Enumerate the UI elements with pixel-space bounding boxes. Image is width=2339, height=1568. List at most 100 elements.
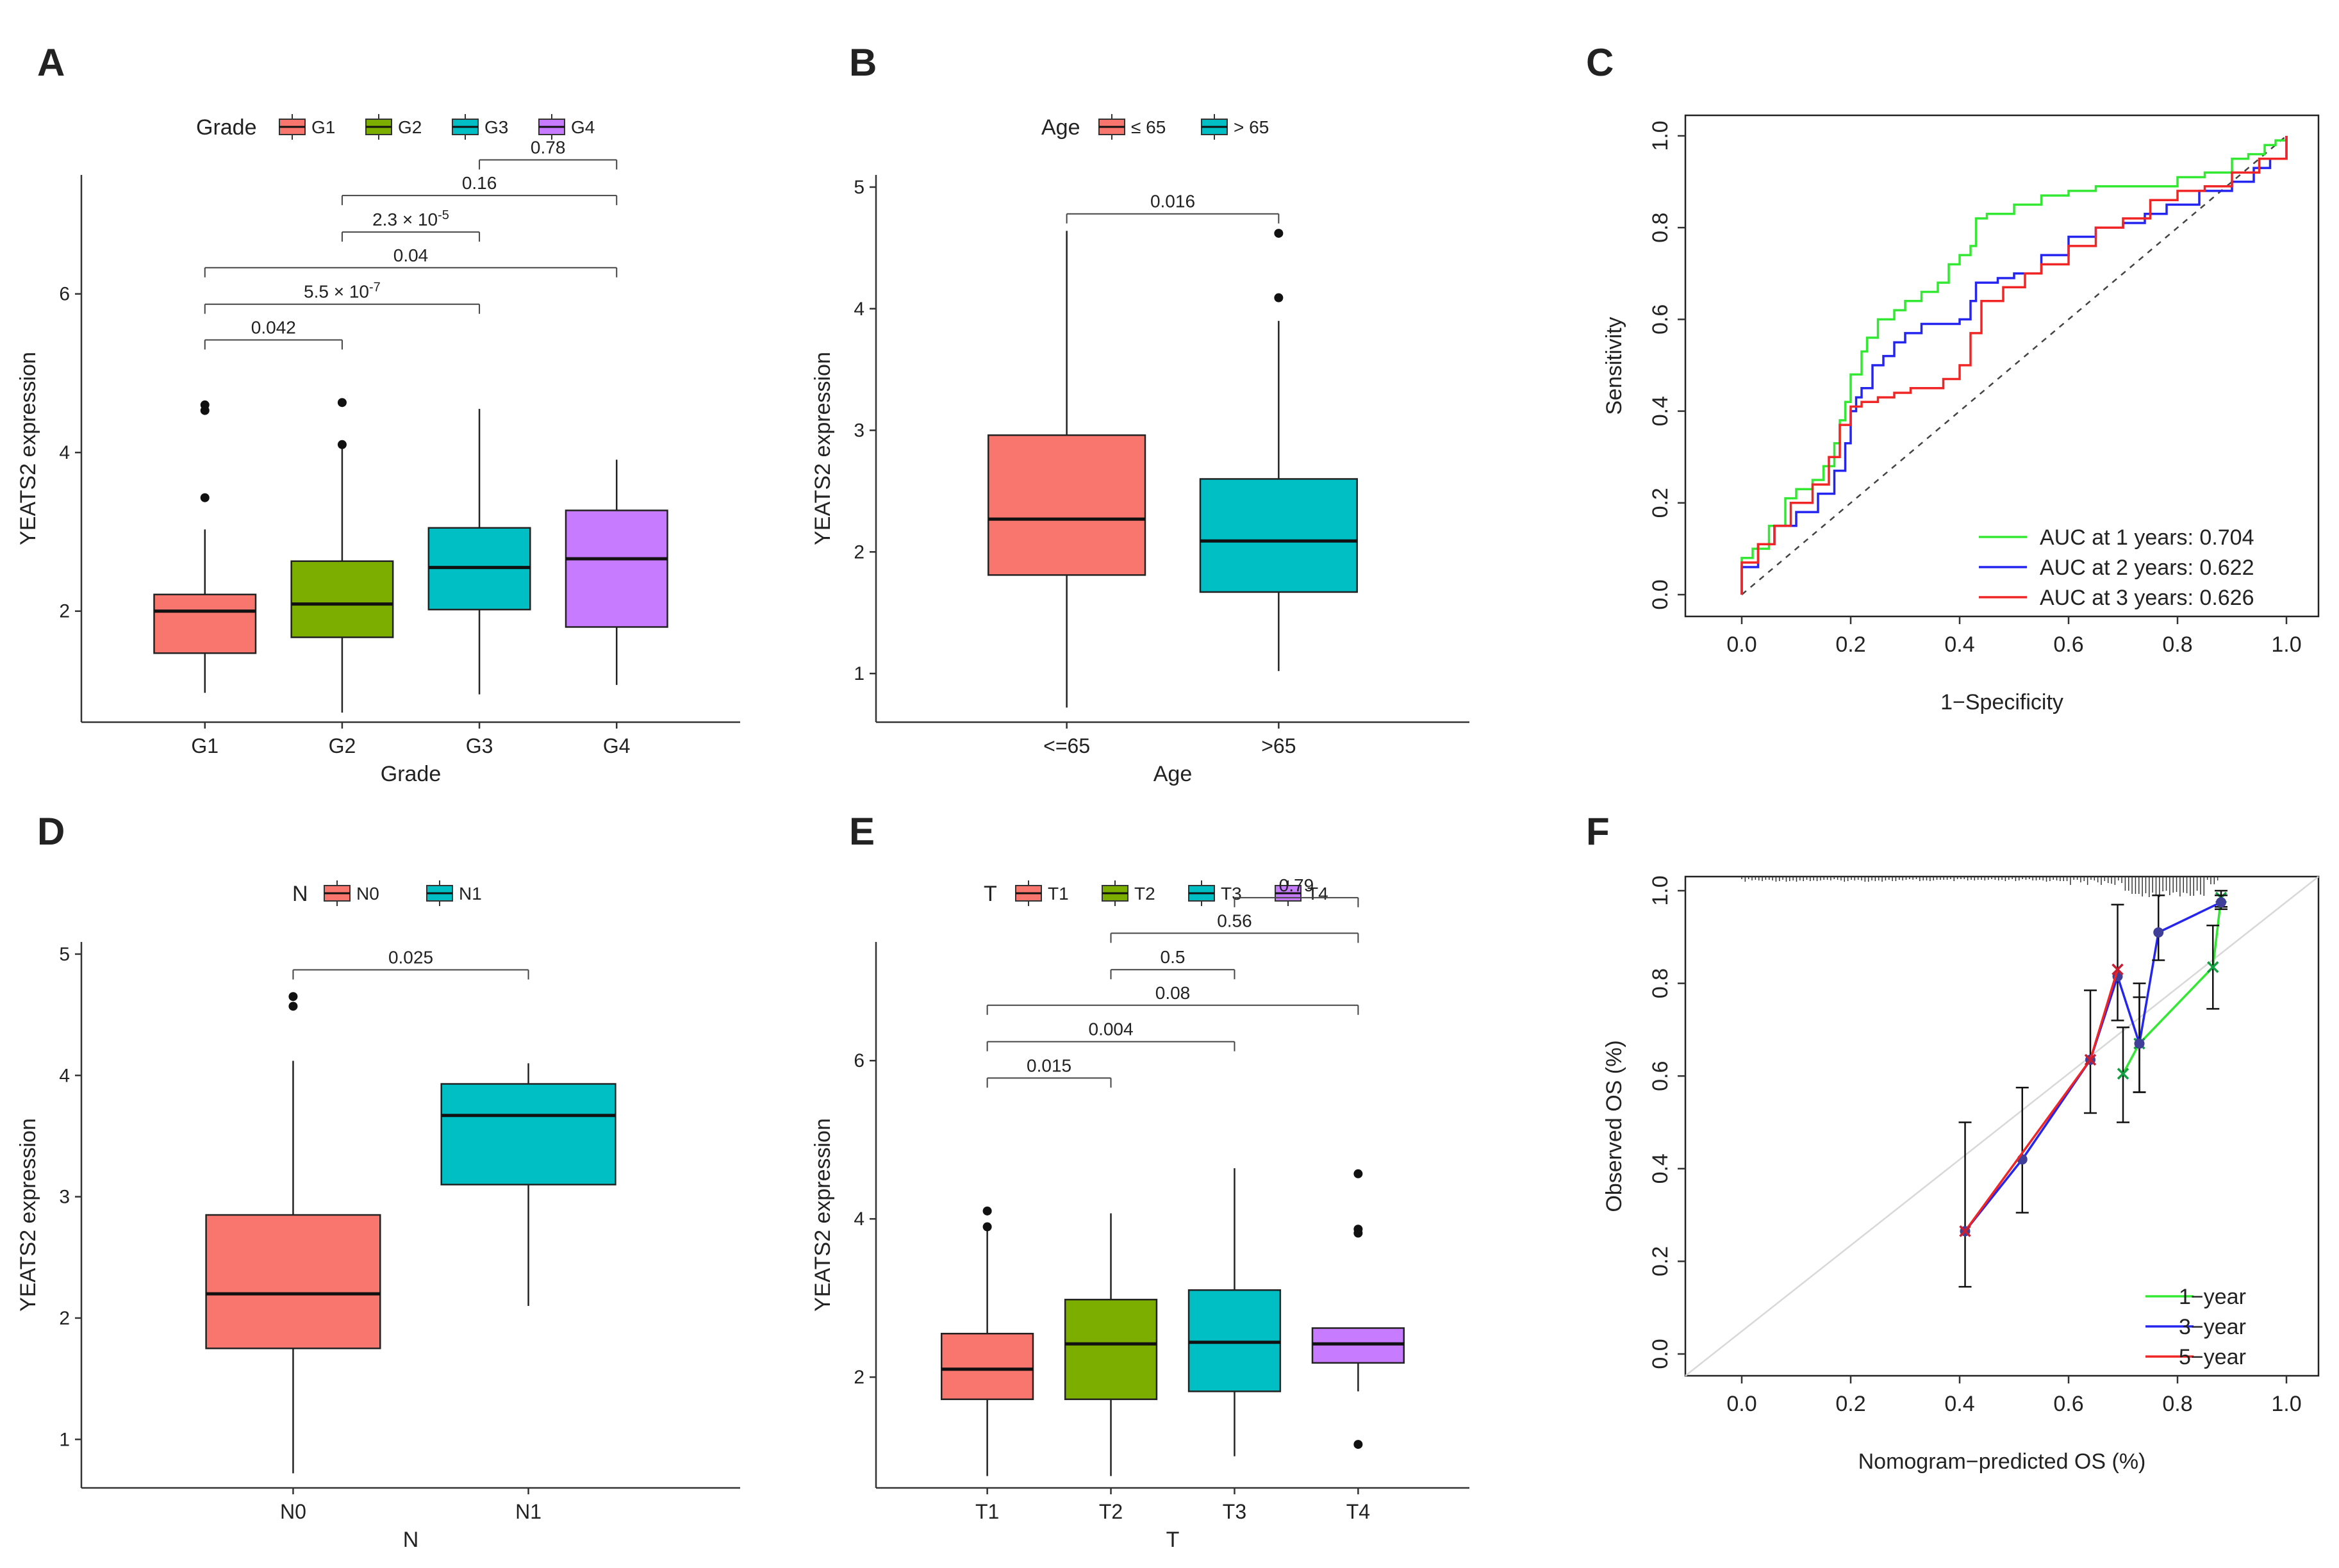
calibration-point (2112, 963, 2124, 976)
y-axis-title: Observed OS (%) (1602, 1040, 1626, 1212)
p-value-label: 0.015 (1027, 1055, 1071, 1075)
box-G2 (290, 398, 394, 713)
legend-label: T4 (1307, 884, 1328, 904)
p-value-label: 2.3 × 10-5 (372, 208, 449, 229)
axes: 1 2 3 4 5 N0 N1 N YEATS2 expression (16, 942, 740, 1552)
panel-letter: D (37, 810, 65, 853)
comparison-bracket: 0.016 (1066, 192, 1280, 224)
x-tick-label: G2 (329, 734, 356, 757)
p-value-exponent: -7 (369, 281, 381, 295)
error-bar (2084, 989, 2097, 1114)
legend-label: N1 (459, 884, 482, 904)
p-value-label: 0.08 (1155, 983, 1191, 1003)
legend-label: G4 (571, 117, 595, 137)
legend: Age ≤ 65 > 65 (1041, 114, 1269, 140)
legend-label: G1 (311, 117, 335, 137)
x-tick-label: >65 (1261, 734, 1296, 757)
x-tick-label: 1.0 (2271, 632, 2301, 657)
y-axis-title: YEATS2 expression (811, 1118, 835, 1312)
panel-B: B Age ≤ 65 > 65 1 2 3 4 5 <=65 >65 Age YEATS2 expres… (811, 41, 1469, 786)
legend-label: N0 (356, 884, 379, 904)
x-tick-label: 0.6 (2053, 632, 2083, 657)
diagonal-reference (1741, 135, 2287, 595)
legend-label: 5−year (2179, 1345, 2246, 1369)
rug-marks (1741, 877, 2219, 897)
legend-label: AUC at 3 years: 0.626 (2040, 586, 2254, 610)
box-iqr (205, 1214, 381, 1349)
x-axis-title: Nomogram−predicted OS (%) (1858, 1449, 2146, 1474)
y-axis-title: YEATS2 expression (16, 1118, 40, 1312)
box-iqr (988, 434, 1146, 576)
x-tick-label: 0.6 (2053, 1392, 2083, 1416)
y-tick-label: 3 (854, 420, 864, 442)
comparison-bracket: 0.78 (479, 137, 618, 170)
legend-key-T4: T4 (1275, 880, 1328, 906)
legend-title: T (984, 882, 997, 906)
y-axis-title: YEATS2 expression (16, 352, 40, 545)
comparison-bracket: 0.04 (204, 245, 618, 277)
x-tick-label: G3 (466, 734, 493, 757)
box-iqr (565, 509, 668, 628)
p-value-label: 0.79 (1279, 875, 1314, 895)
series-AUC at 2 years: 0.622 (1740, 136, 2288, 595)
series-5−year (1959, 963, 2124, 1237)
y-tick-label: 1 (854, 663, 864, 684)
box-iqr (940, 1332, 1034, 1400)
outlier-point (288, 1002, 298, 1011)
y-tick-label: 0.8 (1648, 213, 1673, 243)
outlier-point (982, 1206, 992, 1216)
point-cross (2112, 963, 2124, 976)
x-tick-label: T3 (1223, 1500, 1246, 1523)
p-value-label: 0.16 (462, 173, 497, 193)
y-tick-label: 4 (854, 1209, 864, 1230)
legend-key-T1: T1 (1015, 880, 1069, 906)
outlier-point (1353, 1225, 1363, 1234)
box-T3 (1187, 1168, 1282, 1457)
y-tick-label: 1.0 (1648, 120, 1673, 151)
axes: 0.0 0.2 0.4 0.6 0.8 1.0 0.0 0.2 0.4 0.6 0.8 1.0 1−Sp… (1602, 120, 2302, 714)
x-axis-title: T (1166, 1528, 1180, 1552)
p-value-label: 0.04 (393, 245, 429, 265)
calibration-point (1959, 1225, 1971, 1237)
y-tick-label: 0.6 (1648, 1061, 1673, 1091)
series-AUC at 1 years: 0.704 (1740, 136, 2288, 595)
point-cross (2117, 1068, 2129, 1080)
comparison-bracket: 0.015 (986, 1055, 1112, 1088)
p-value-label: 5.5 × 10-7 (304, 281, 381, 302)
x-tick-label: 0.4 (1944, 632, 1974, 657)
box->65 (1199, 229, 1358, 672)
comparison-bracket: 2.3 × 10-5 (341, 208, 481, 242)
y-tick-label: 0.4 (1648, 1153, 1673, 1184)
outlier-point (288, 992, 298, 1002)
panel-letter: F (1586, 810, 1610, 853)
x-tick-label: G4 (603, 734, 631, 757)
p-value-label: 0.025 (388, 948, 433, 968)
p-value-label: 0.042 (251, 317, 296, 337)
p-value-label: 0.5 (1161, 947, 1186, 967)
box-iqr (290, 560, 394, 638)
y-tick-label: 3 (59, 1187, 70, 1208)
legend-title: Grade (196, 115, 257, 140)
legend-key-G3: G3 (452, 114, 508, 140)
panel-letter: A (37, 41, 65, 84)
p-value-exponent: -5 (438, 208, 449, 222)
x-axis-title: 1−Specificity (1940, 690, 2063, 714)
y-tick-label: 0.2 (1648, 488, 1673, 518)
legend: N N0 N1 (292, 880, 482, 906)
series-line (1964, 901, 2222, 1232)
panel-letter: C (1586, 41, 1614, 84)
box-G4 (565, 459, 668, 685)
error-bar (2111, 904, 2124, 1021)
y-tick-label: 4 (59, 442, 70, 463)
legend-key-≤ 65: ≤ 65 (1098, 114, 1166, 140)
series-line (1740, 136, 2288, 595)
legend-label: ≤ 65 (1131, 117, 1166, 137)
legend-label: 1−year (2179, 1285, 2246, 1309)
legend-label: T3 (1221, 884, 1242, 904)
legend-label: G2 (398, 117, 422, 137)
calibration-point (2117, 1068, 2129, 1080)
panel-A: A Grade G1 G2 G3 G4 2 4 6 G1 G2 G3 G4 Grade YEATS2 exp… (16, 41, 740, 786)
legend: AUC at 1 years: 0.704 AUC at 2 years: 0.6… (1979, 525, 2254, 610)
legend: Grade G1 G2 G3 G4 (196, 114, 595, 140)
box-iqr (1199, 478, 1358, 593)
